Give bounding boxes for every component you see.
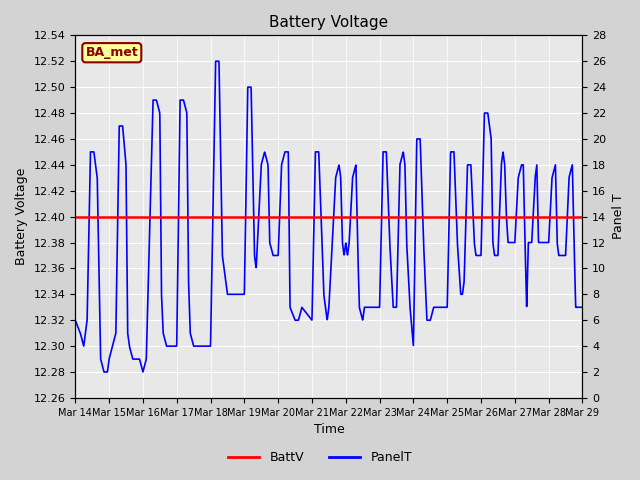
X-axis label: Time: Time <box>314 423 344 436</box>
Y-axis label: Panel T: Panel T <box>612 194 625 240</box>
Title: Battery Voltage: Battery Voltage <box>269 15 388 30</box>
Y-axis label: Battery Voltage: Battery Voltage <box>15 168 28 265</box>
Legend: BattV, PanelT: BattV, PanelT <box>223 446 417 469</box>
Text: BA_met: BA_met <box>85 46 138 59</box>
